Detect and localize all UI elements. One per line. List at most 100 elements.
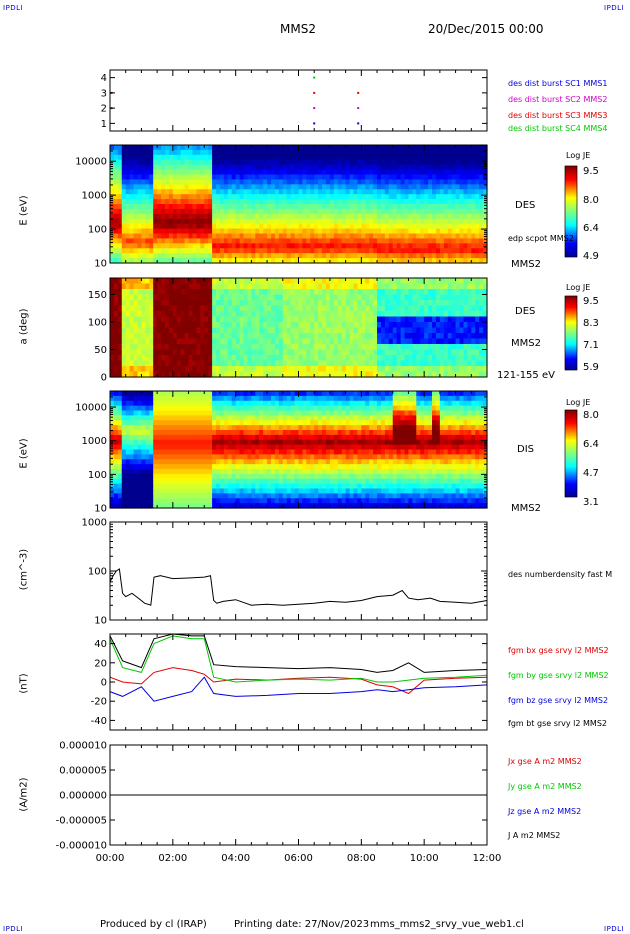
spectrogram-cell (161, 483, 166, 490)
spectrogram-cell (176, 233, 182, 240)
spectrogram-cell (322, 199, 327, 205)
spectrogram-cell (149, 218, 154, 225)
spectrogram-cell (435, 258, 441, 264)
spectrogram-cell (298, 258, 304, 264)
spectrogram-cell (271, 149, 276, 156)
spectrogram-cell (290, 258, 296, 264)
spectrogram-cell (322, 218, 327, 225)
spectrogram-cell (294, 371, 300, 378)
spectrogram-cell (432, 228, 437, 235)
spectrogram-cell (310, 159, 315, 166)
spectrogram-cell (365, 189, 370, 195)
spectrogram-cell (357, 278, 362, 285)
spectrogram-cell (412, 278, 417, 285)
spectrogram-cell (247, 228, 252, 235)
spectrogram-cell (404, 233, 410, 240)
spectrogram-cell (137, 473, 143, 480)
spectrogram-cell (161, 405, 166, 412)
spectrogram-cell (129, 238, 135, 244)
spectrogram-cell (216, 283, 221, 290)
spectrogram-cell (149, 294, 154, 301)
spectrogram-cell (463, 189, 468, 195)
spectrogram-cell (274, 169, 280, 176)
spectrogram-cell (333, 278, 339, 285)
spectrogram-cell (282, 294, 288, 301)
spectrogram-cell (459, 305, 465, 312)
spectrogram-cell (428, 316, 433, 323)
spectrogram-cell (471, 316, 476, 323)
spectrogram-cell (353, 278, 359, 285)
spectrogram-cell (314, 248, 319, 254)
spectrogram-cell (267, 283, 272, 290)
spectrogram-cell (353, 154, 359, 161)
spectrogram-cell (212, 469, 217, 475)
spectrogram-cell (121, 391, 127, 397)
spectrogram-cell (192, 488, 197, 494)
spectrogram-cell (161, 454, 166, 460)
spectrogram-cell (180, 305, 186, 312)
spectrogram-cell (231, 213, 237, 220)
spectrogram-cell (164, 289, 170, 296)
spectrogram-cell (251, 410, 256, 416)
spectrogram-cell (329, 248, 335, 254)
spectrogram-cell (435, 174, 441, 181)
spectrogram-cell (329, 294, 335, 301)
spectrogram-cell (369, 179, 374, 185)
spectrogram-cell (121, 294, 127, 301)
spectrogram-cell (388, 228, 394, 235)
spectrogram-cell (290, 305, 296, 312)
spectrogram-cell (274, 316, 280, 323)
spectrogram-cell (467, 233, 472, 240)
spectrogram-cell (172, 444, 178, 451)
spectrogram-cell (235, 154, 241, 161)
spectrogram-cell (349, 289, 355, 296)
spectrogram-cell (200, 311, 205, 318)
spectrogram-cell (247, 189, 252, 195)
spectrogram-cell (396, 349, 402, 356)
spectrogram-cell (247, 322, 252, 329)
spectrogram-cell (373, 355, 378, 362)
spectrogram-cell (373, 248, 378, 254)
spectrogram-cell (239, 488, 245, 494)
spectrogram-cell (392, 223, 398, 230)
spectrogram-cell (180, 405, 186, 412)
spectrogram-cell (219, 184, 225, 190)
spectrogram-cell (435, 316, 441, 323)
spectrogram-cell (479, 149, 484, 156)
spectrogram-cell (318, 199, 323, 205)
spectrogram-cell (357, 366, 362, 373)
spectrogram-cell (428, 248, 433, 254)
spectrogram-cell (388, 194, 394, 200)
spectrogram-cell (274, 289, 280, 296)
spectrogram-cell (443, 258, 449, 264)
spectrogram-cell (157, 498, 162, 504)
spectrogram-cell (396, 199, 402, 205)
spectrogram-cell (322, 278, 327, 285)
spectrogram-cell (310, 311, 315, 318)
spectrogram-cell (420, 204, 425, 210)
spectrogram-cell (172, 149, 178, 156)
spectrogram-cell (255, 154, 260, 161)
spectrogram-cell (314, 294, 319, 301)
spectrogram-cell (239, 218, 245, 225)
spectrogram-cell (219, 454, 225, 460)
spectrogram-cell (263, 169, 268, 176)
spectrogram-cell (341, 258, 347, 264)
spectrogram-cell (153, 488, 158, 494)
spectrogram-cell (231, 344, 237, 351)
spectrogram-cell (219, 488, 225, 494)
spectrogram-cell (219, 305, 225, 312)
spectrogram-cell (404, 327, 410, 334)
spectrogram-cell (223, 174, 229, 181)
spectrogram-cell (161, 145, 166, 151)
spectrogram-cell (424, 305, 429, 312)
spectrogram-cell (157, 405, 162, 412)
spectrogram-cell (227, 400, 233, 407)
spectrogram-cell (204, 289, 209, 296)
spectrogram-cell (459, 145, 465, 151)
spectrogram-cell (412, 174, 417, 181)
spectrogram-cell (267, 159, 272, 166)
spectrogram-cell (137, 410, 143, 416)
spectrogram-cell (271, 248, 276, 254)
spectrogram-cell (231, 473, 237, 480)
